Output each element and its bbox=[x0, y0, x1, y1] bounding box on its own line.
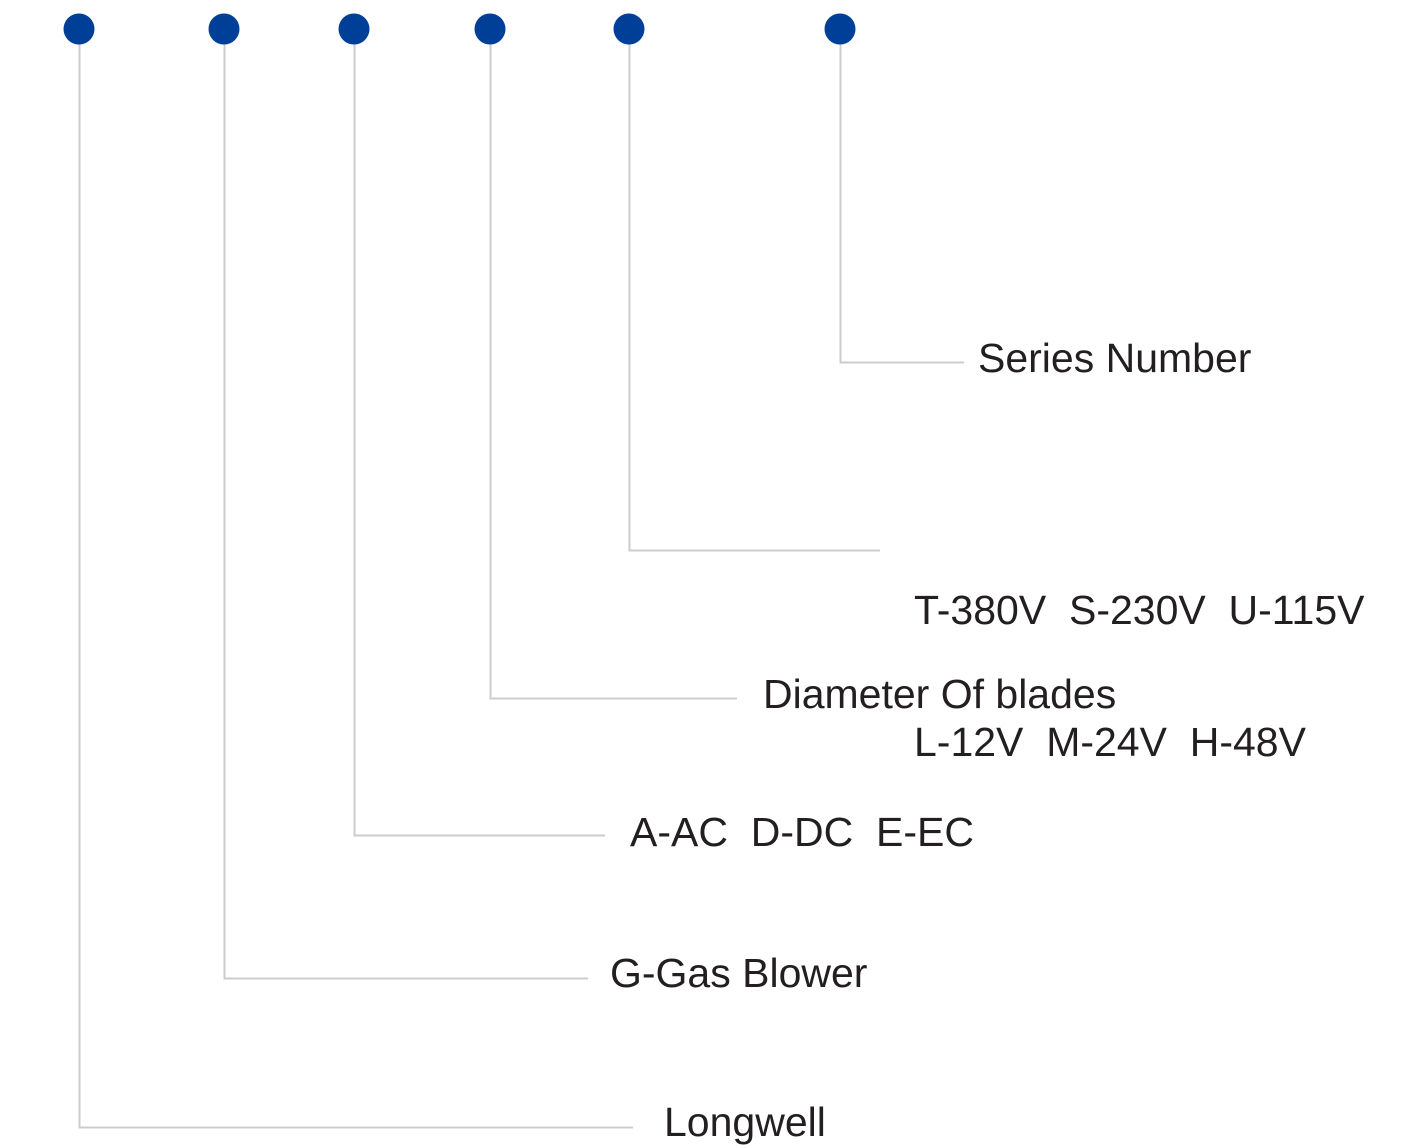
dot-voltage bbox=[613, 13, 645, 45]
voltage-codes-line-1: T-380V S-230V U-115V bbox=[914, 587, 1365, 633]
connector-brand bbox=[78, 30, 633, 1129]
label-current-type: A-AC D-DC E-EC bbox=[630, 809, 974, 855]
dot-brand bbox=[63, 13, 95, 45]
connector-diameter bbox=[489, 30, 737, 700]
label-product-type: G-Gas Blower bbox=[610, 950, 868, 996]
label-series-number: Series Number bbox=[978, 335, 1252, 381]
connector-lines bbox=[78, 30, 964, 1129]
dot-diameter bbox=[474, 13, 506, 45]
dot-current-type bbox=[338, 13, 370, 45]
label-blade-diameter: Diameter Of blades bbox=[763, 671, 1117, 717]
connector-voltage bbox=[628, 30, 880, 552]
voltage-codes-line-2: L-12V M-24V H-48V bbox=[914, 719, 1306, 765]
label-brand: Longwell bbox=[664, 1099, 826, 1145]
label-voltage-codes: T-380V S-230V U-115V L-12V M-24V H-48V bbox=[914, 500, 1364, 852]
connector-current-type bbox=[353, 30, 605, 837]
connector-product-type bbox=[223, 30, 588, 980]
connector-series-number bbox=[839, 30, 964, 364]
position-dots bbox=[63, 13, 856, 45]
dot-series-number bbox=[824, 13, 856, 45]
dot-product-type bbox=[208, 13, 240, 45]
